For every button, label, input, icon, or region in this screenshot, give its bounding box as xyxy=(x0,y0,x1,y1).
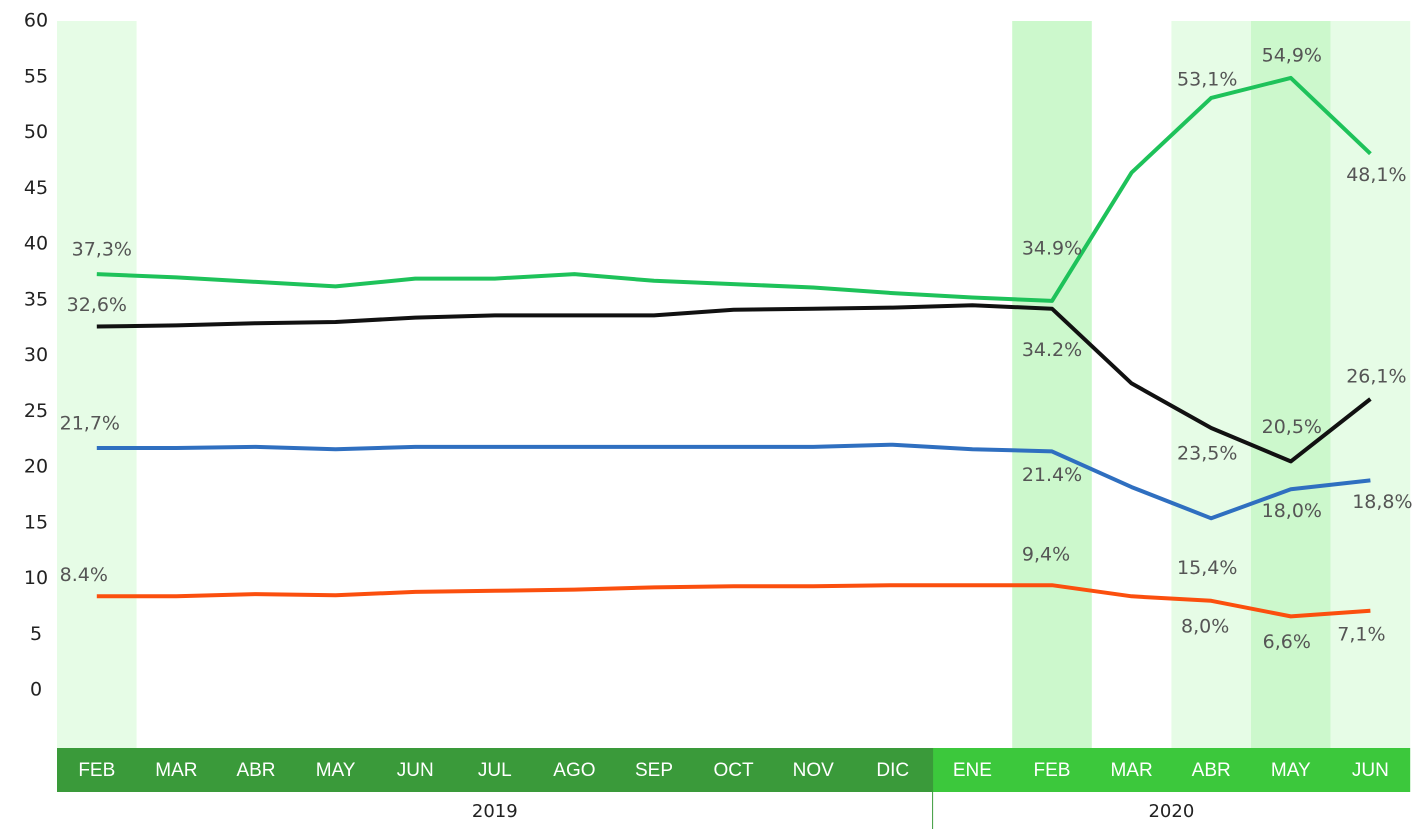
year-label: 2019 xyxy=(472,801,518,822)
data-label: 23,5% xyxy=(1177,442,1237,464)
y-tick-label: 15 xyxy=(24,511,48,533)
data-label: 48,1% xyxy=(1346,164,1406,186)
data-label: 32,6% xyxy=(67,294,127,316)
data-label: 15,4% xyxy=(1177,557,1237,579)
line-series xyxy=(96,303,1372,464)
x-tick-label: ENE xyxy=(953,760,992,781)
highlight-band xyxy=(1171,21,1251,748)
y-tick-label: 35 xyxy=(24,288,48,310)
category-strip xyxy=(932,748,1411,792)
y-tick-label: 25 xyxy=(24,400,48,422)
x-tick-label: MAR xyxy=(155,760,197,781)
x-tick-label: MAY xyxy=(316,760,356,781)
data-label: 37,3% xyxy=(72,239,132,261)
data-label: 34.2% xyxy=(1022,339,1082,361)
category-strip xyxy=(57,748,933,792)
y-tick-label: 60 xyxy=(24,10,48,32)
x-tick-label: DIC xyxy=(876,760,909,781)
y-tick-label: 50 xyxy=(24,121,48,143)
highlight-band xyxy=(1012,21,1092,748)
data-label: 7,1% xyxy=(1337,623,1385,645)
data-label: 53,1% xyxy=(1177,68,1237,90)
highlight-band xyxy=(1251,21,1331,748)
x-tick-label: SEP xyxy=(635,760,673,781)
data-label: 8.4% xyxy=(60,564,108,586)
x-tick-label: JUN xyxy=(397,760,434,781)
data-label: 9,4% xyxy=(1022,544,1070,566)
y-tick-label: 45 xyxy=(24,177,48,199)
x-tick-label: FEB xyxy=(78,760,115,781)
data-label: 6,6% xyxy=(1263,631,1311,653)
line-series xyxy=(96,75,1372,303)
data-label: 26,1% xyxy=(1346,365,1406,387)
x-tick-label: OCT xyxy=(714,760,755,781)
x-tick-label: AGO xyxy=(553,760,595,781)
y-tick-label: 30 xyxy=(24,344,48,366)
data-label: 21.4% xyxy=(1022,464,1082,486)
x-tick-label: MAR xyxy=(1110,760,1152,781)
data-label: 18,8% xyxy=(1352,491,1412,513)
x-tick-label: JUN xyxy=(1352,760,1389,781)
y-tick-label: 55 xyxy=(24,65,48,87)
data-label: 21,7% xyxy=(60,413,120,435)
y-tick-label: 10 xyxy=(24,567,48,589)
line-series xyxy=(96,583,1371,619)
line-series xyxy=(96,442,1371,521)
data-label: 34.9% xyxy=(1022,237,1082,259)
highlight-band xyxy=(1330,21,1411,748)
y-tick-label: 0 xyxy=(30,679,42,701)
x-tick-label: ABR xyxy=(1192,760,1231,781)
y-tick-label: 5 xyxy=(30,623,42,645)
data-label: 8,0% xyxy=(1181,615,1229,637)
x-tick-label: NOV xyxy=(793,760,835,781)
x-tick-label: FEB xyxy=(1034,760,1071,781)
x-tick-label: ABR xyxy=(236,760,275,781)
highlight-band xyxy=(57,21,137,748)
x-tick-label: JUL xyxy=(478,760,512,781)
data-label: 18,0% xyxy=(1262,500,1322,522)
data-label: 54,9% xyxy=(1262,44,1322,66)
data-label: 20,5% xyxy=(1262,416,1322,438)
year-label: 2020 xyxy=(1148,801,1194,822)
x-tick-label: MAY xyxy=(1271,760,1311,781)
y-tick-label: 20 xyxy=(24,456,48,478)
y-tick-label: 40 xyxy=(24,233,48,255)
